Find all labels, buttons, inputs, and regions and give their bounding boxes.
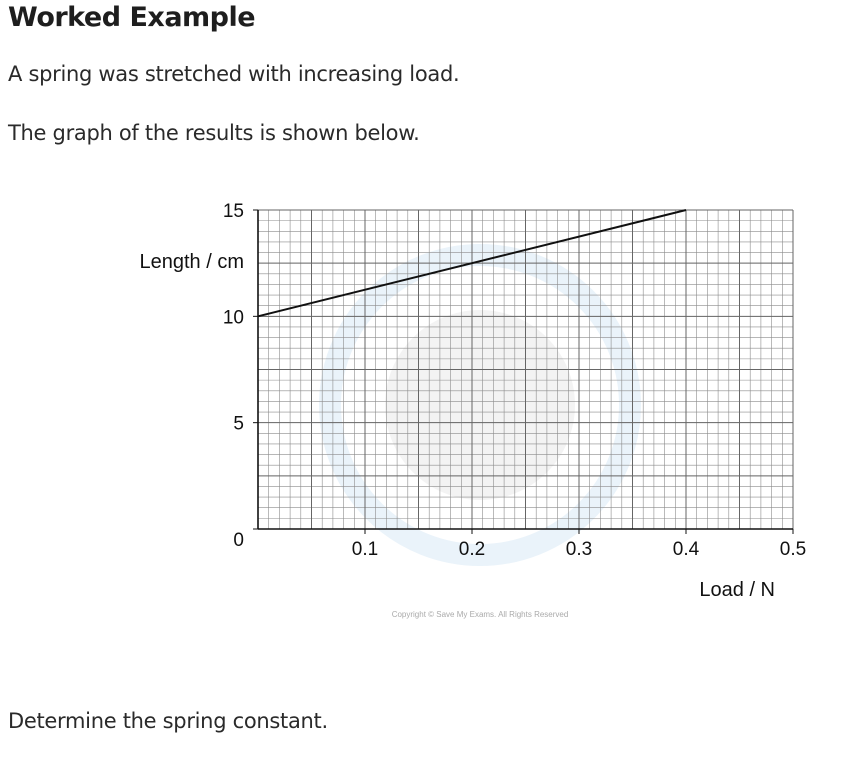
data-series: [257, 209, 687, 318]
x-tick-label: 0.5: [780, 539, 806, 560]
question-text: Determine the spring constant.: [8, 709, 328, 733]
copyright-text: Copyright © Save My Exams. All Rights Re…: [392, 610, 569, 619]
y-tick-label: 0: [233, 530, 244, 551]
watermark-core: [385, 310, 575, 500]
y-axis-title: Length / cm: [139, 251, 244, 273]
x-tick-label: 0.4: [673, 539, 700, 560]
x-tick-label: 0.3: [566, 539, 592, 560]
chart-axes: [257, 210, 793, 530]
watermark-ring: [319, 244, 641, 566]
y-tick-label: 5: [233, 414, 244, 435]
graph-intro-text: The graph of the results is shown below.: [8, 121, 420, 145]
x-axis-title: Load / N: [699, 579, 775, 601]
watermark-logo: [319, 244, 641, 566]
y-tick-label: 10: [223, 307, 244, 328]
intro-text: A spring was stretched with increasing l…: [8, 62, 460, 86]
x-tick-label: 0.2: [459, 539, 485, 560]
tick-labels: 0 5 10 15 0.1 0.2 0.3 0.4 0.5: [223, 201, 806, 560]
x-tick-label: 0.1: [352, 539, 378, 560]
length-load-chart: 0 5 10 15 0.1 0.2 0.3 0.4 0.5 Length / cm Load /…: [139, 201, 806, 619]
page-title: Worked Example: [8, 2, 256, 33]
series-line: [257, 209, 687, 318]
y-tick-label: 15: [223, 201, 244, 222]
